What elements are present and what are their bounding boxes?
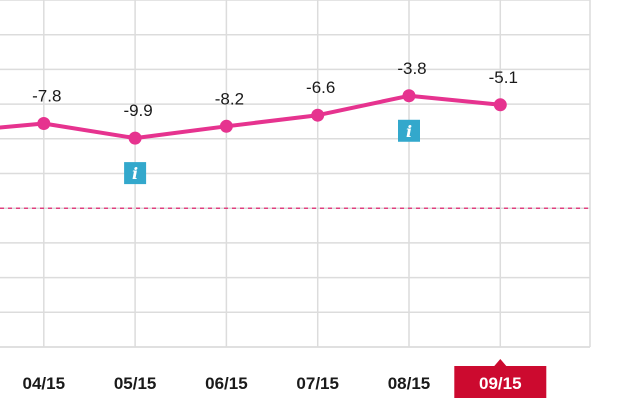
active-tick-badge[interactable]: 09/15 bbox=[454, 359, 547, 398]
tick-label[interactable]: 05/15 bbox=[114, 374, 157, 393]
data-label: -3.8 bbox=[397, 59, 426, 78]
data-label: -7.8 bbox=[32, 87, 61, 106]
info-markers-group: ii bbox=[124, 119, 420, 185]
data-labels-group: -7.8 -9.9 -8.2 -6.6 -3.8 -5.1 bbox=[32, 59, 518, 120]
tick-label[interactable]: 04/15 bbox=[23, 374, 66, 393]
tick-label-active: 09/15 bbox=[479, 374, 522, 393]
series-line bbox=[0, 93, 501, 141]
active-tick-box bbox=[454, 366, 547, 398]
series-group bbox=[0, 89, 507, 145]
tick-label[interactable]: 08/15 bbox=[388, 374, 431, 393]
info-glyph: i bbox=[406, 122, 412, 141]
tick-label[interactable]: 06/15 bbox=[205, 374, 248, 393]
data-label: -9.9 bbox=[123, 101, 152, 120]
data-point-07-15[interactable] bbox=[311, 108, 325, 122]
chart-grid bbox=[0, 0, 591, 348]
info-marker-icon[interactable]: i bbox=[124, 162, 147, 185]
data-point-08-15[interactable] bbox=[402, 89, 416, 103]
data-point-05-15[interactable] bbox=[128, 131, 142, 145]
info-marker-box bbox=[398, 119, 420, 142]
info-glyph: i bbox=[132, 164, 138, 183]
info-marker-icon[interactable]: i bbox=[398, 119, 420, 142]
tick-label[interactable]: 07/15 bbox=[296, 374, 339, 393]
data-label: -5.1 bbox=[489, 68, 518, 87]
data-label: -8.2 bbox=[215, 89, 244, 108]
data-point-06-15[interactable] bbox=[219, 119, 233, 133]
info-marker-box bbox=[124, 162, 147, 185]
x-axis-ticks: 04/15 05/15 06/15 07/15 08/15 09/15 bbox=[23, 359, 547, 398]
data-point-04-15[interactable] bbox=[37, 117, 51, 131]
data-point-09-15[interactable] bbox=[493, 98, 507, 112]
data-label: -6.6 bbox=[306, 78, 335, 97]
active-tick-pointer bbox=[494, 359, 507, 366]
